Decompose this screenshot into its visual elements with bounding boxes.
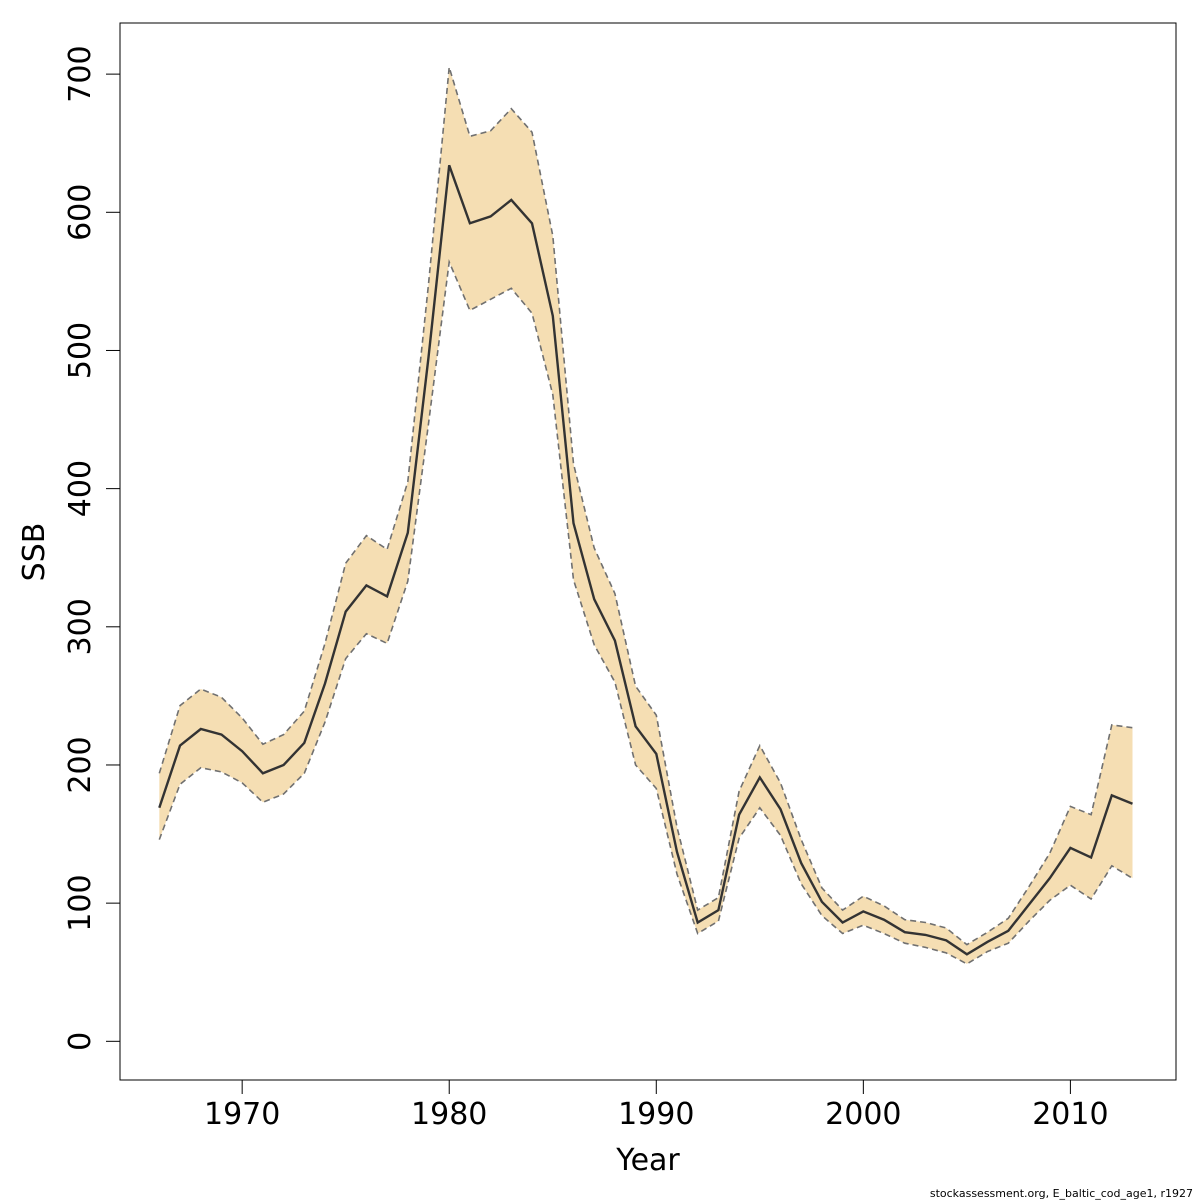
- y-axis-title: SSB: [17, 523, 52, 582]
- confidence-band: [159, 67, 1133, 964]
- upper-bound-line: [158, 66, 1133, 946]
- y-axis: 0 100 200 300 400 500 600 700: [63, 45, 121, 1051]
- y-tick-label: 0: [63, 1032, 98, 1051]
- y-tick-label: 400: [63, 460, 98, 517]
- y-tick-label: 600: [63, 184, 98, 241]
- x-tick-label: 2010: [1032, 1097, 1108, 1132]
- y-tick-label: 200: [63, 736, 98, 793]
- x-axis-title: Year: [615, 1143, 680, 1178]
- y-tick-label: 700: [63, 45, 98, 102]
- lower-bound-line: [158, 258, 1133, 965]
- y-tick-label: 300: [63, 598, 98, 655]
- ssb-estimate-line: [158, 164, 1133, 956]
- x-axis: 1970 1980 1990 2000 2010: [204, 1079, 1109, 1132]
- y-tick-label: 100: [63, 874, 98, 931]
- footer-credit: stockassessment.org, E_baltic_cod_age1, …: [930, 1187, 1193, 1200]
- x-tick-label: 1980: [411, 1097, 487, 1132]
- x-tick-label: 1990: [618, 1097, 694, 1132]
- x-tick-label: 2000: [825, 1097, 901, 1132]
- x-tick-label: 1970: [204, 1097, 280, 1132]
- y-tick-label: 500: [63, 322, 98, 379]
